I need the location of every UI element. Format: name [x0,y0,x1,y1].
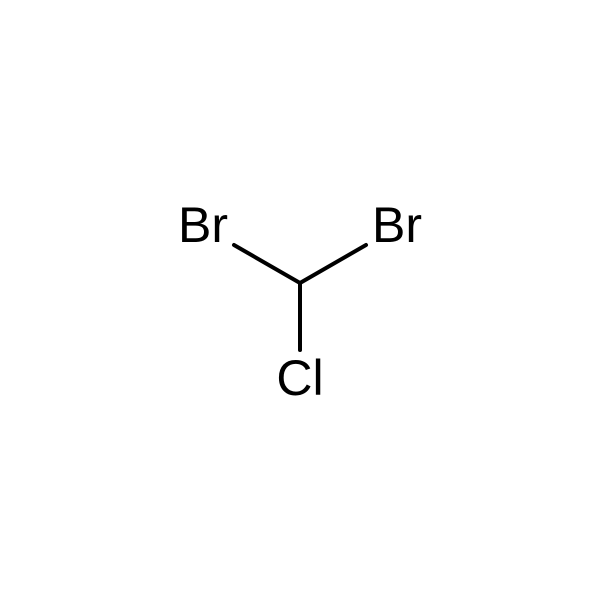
atom-label-br_left: Br [178,197,228,253]
bond [234,245,300,283]
bonds-group [234,245,366,350]
atom-label-br_right: Br [372,197,422,253]
bond [300,245,366,283]
molecule-diagram: Br Br Cl [0,0,600,600]
atom-label-cl: Cl [276,350,323,406]
